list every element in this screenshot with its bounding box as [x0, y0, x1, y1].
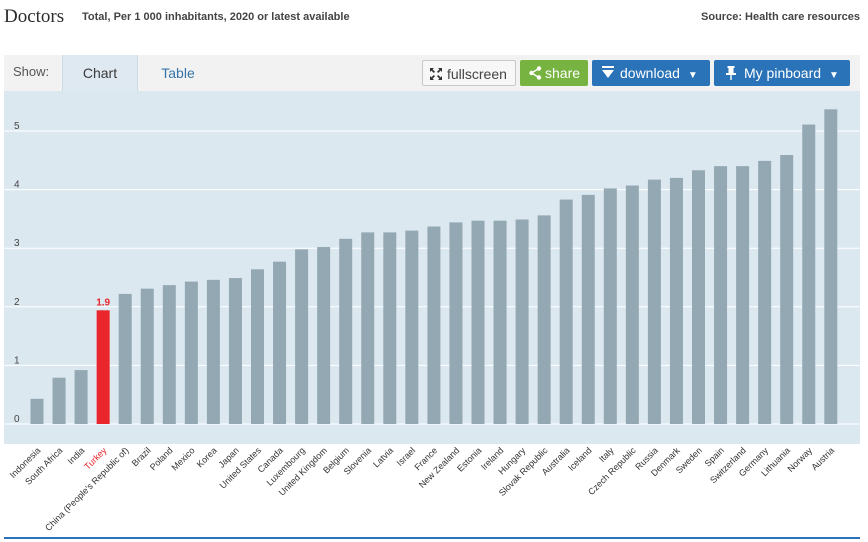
bar[interactable]: [758, 160, 772, 425]
chart-subtitle: Total, Per 1 000 inhabitants, 2020 or la…: [82, 11, 350, 23]
bar[interactable]: [162, 285, 176, 424]
bar[interactable]: [669, 177, 683, 424]
bar[interactable]: [361, 232, 375, 424]
x-tick-label: Korea: [195, 445, 219, 469]
share-icon: [529, 66, 542, 80]
pinboard-label: My pinboard: [744, 65, 822, 81]
bar[interactable]: [118, 293, 132, 424]
y-tick-label: 0: [14, 414, 20, 425]
bar[interactable]: [802, 124, 816, 424]
bar[interactable]: [714, 166, 728, 424]
y-tick-label: 3: [14, 238, 20, 249]
bar[interactable]: [471, 220, 485, 424]
bar[interactable]: [74, 370, 88, 424]
bar[interactable]: [603, 188, 617, 424]
x-tick-label: Latvia: [371, 445, 395, 469]
source-link[interactable]: Source: Health care resources: [701, 11, 860, 23]
download-label: download: [620, 65, 680, 81]
chart-title: Doctors: [4, 6, 65, 27]
x-tick-label: Italy: [597, 445, 616, 464]
fullscreen-label: fullscreen: [447, 66, 507, 82]
bottom-rule: [4, 537, 860, 539]
bar[interactable]: [537, 215, 551, 424]
bar[interactable]: [493, 220, 507, 424]
fullscreen-icon: [430, 68, 442, 80]
bar[interactable]: [228, 278, 242, 424]
bar[interactable]: [515, 219, 529, 424]
bar[interactable]: [52, 377, 66, 424]
chevron-down-icon: ▼: [828, 70, 839, 81]
bar[interactable]: [405, 230, 419, 424]
bar[interactable]: [736, 166, 750, 424]
bar[interactable]: [251, 269, 264, 424]
bar[interactable]: [824, 109, 838, 425]
bar[interactable]: [206, 279, 220, 424]
x-tick-label: Austria: [809, 445, 836, 472]
bar[interactable]: [339, 238, 353, 424]
bar[interactable]: [559, 199, 573, 424]
bar[interactable]: [647, 179, 661, 424]
bar-data-label: 1.9: [96, 297, 110, 308]
bar[interactable]: [273, 261, 287, 424]
download-button[interactable]: download ▼: [592, 60, 710, 86]
bar[interactable]: [140, 288, 154, 424]
bar[interactable]: [581, 194, 595, 424]
bar[interactable]: [427, 226, 441, 424]
x-tick-label: Iceland: [566, 445, 594, 473]
pinboard-button[interactable]: My pinboard ▼: [714, 60, 850, 86]
x-tick-label: Estonia: [455, 445, 483, 473]
y-tick-label: 4: [14, 180, 20, 191]
chart-toolbar: Show: Chart Table fullscreen share downl…: [4, 55, 860, 92]
pin-icon: [726, 66, 736, 80]
bar[interactable]: [449, 222, 463, 424]
bar[interactable]: [383, 232, 397, 424]
fullscreen-button[interactable]: fullscreen: [422, 60, 516, 86]
share-button[interactable]: share: [520, 60, 588, 86]
y-tick-label: 1: [14, 355, 20, 366]
tab-chart[interactable]: Chart: [62, 55, 138, 91]
bar[interactable]: [625, 185, 639, 424]
show-label: Show:: [13, 64, 50, 79]
bar[interactable]: [184, 281, 198, 424]
chart-header: Doctors Total, Per 1 000 inhabitants, 20…: [0, 0, 868, 36]
bar[interactable]: [780, 155, 794, 424]
x-tick-label: Mexico: [170, 445, 197, 472]
bar[interactable]: [96, 310, 110, 424]
x-tick-label: Norway: [786, 445, 815, 474]
x-tick-label: Poland: [148, 445, 175, 472]
chevron-down-icon: ▼: [687, 70, 698, 81]
bar[interactable]: [692, 170, 705, 424]
y-tick-label: 5: [14, 121, 20, 132]
download-icon: [602, 66, 614, 78]
share-label: share: [545, 65, 581, 81]
bar[interactable]: [317, 247, 331, 424]
bar[interactable]: [30, 398, 44, 424]
bar[interactable]: [295, 249, 309, 424]
tab-table[interactable]: Table: [161, 65, 195, 81]
y-tick-label: 2: [14, 297, 20, 308]
